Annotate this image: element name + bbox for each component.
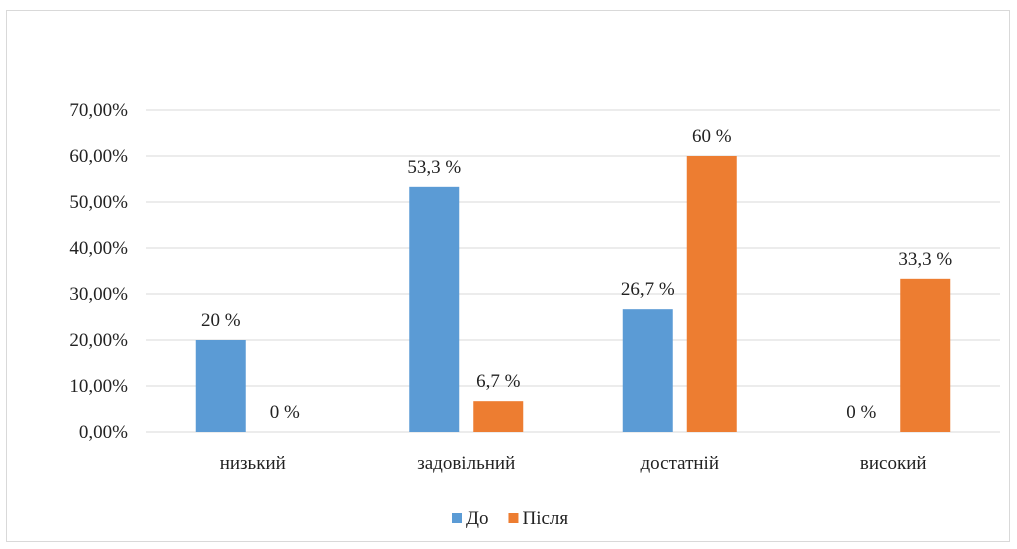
legend-label: До: [466, 508, 488, 529]
data-labels: 20 % 0 % 53,3 % 6,7 % 26,7 % 60 % 0 % 33,3 %: [201, 126, 952, 423]
y-tick-label: 20,00%: [69, 330, 128, 351]
y-axis-ticks: 0,00% 10,00% 20,00% 30,00% 40,00% 50,00% 60,00…: [69, 100, 128, 443]
y-tick-label: 30,00%: [69, 284, 128, 305]
legend: До Після: [452, 508, 568, 529]
data-label: 0 %: [846, 402, 876, 423]
bar: [473, 401, 524, 432]
data-label: 6,7 %: [476, 371, 521, 392]
category-label: задовільний: [417, 453, 515, 474]
data-label: 20 %: [201, 310, 241, 331]
bar: [195, 340, 246, 432]
data-label: 0 %: [270, 402, 300, 423]
x-axis-categories: низький задовільний достатній високий: [220, 453, 927, 474]
legend-swatch: [508, 513, 519, 523]
y-tick-label: 50,00%: [69, 192, 128, 213]
data-label: 33,3 %: [898, 249, 952, 270]
data-label: 60 %: [692, 126, 732, 147]
legend-label: Після: [522, 508, 568, 529]
category-label: низький: [220, 453, 286, 474]
chart-frame: [6, 10, 1010, 542]
y-tick-label: 40,00%: [69, 238, 128, 259]
bar: [900, 278, 951, 432]
y-tick-label: 0,00%: [79, 422, 128, 443]
bar: [409, 186, 460, 432]
category-label: високий: [860, 453, 927, 474]
data-label: 53,3 %: [407, 157, 461, 178]
gridlines: [146, 109, 1000, 433]
data-label: 26,7 %: [621, 279, 675, 300]
bar: [622, 309, 673, 432]
y-tick-label: 70,00%: [69, 100, 128, 121]
bars: [195, 156, 951, 432]
category-label: достатній: [641, 453, 719, 474]
bar: [686, 156, 737, 432]
legend-swatch: [452, 513, 462, 523]
y-tick-label: 60,00%: [69, 146, 128, 167]
y-tick-label: 10,00%: [69, 376, 128, 397]
